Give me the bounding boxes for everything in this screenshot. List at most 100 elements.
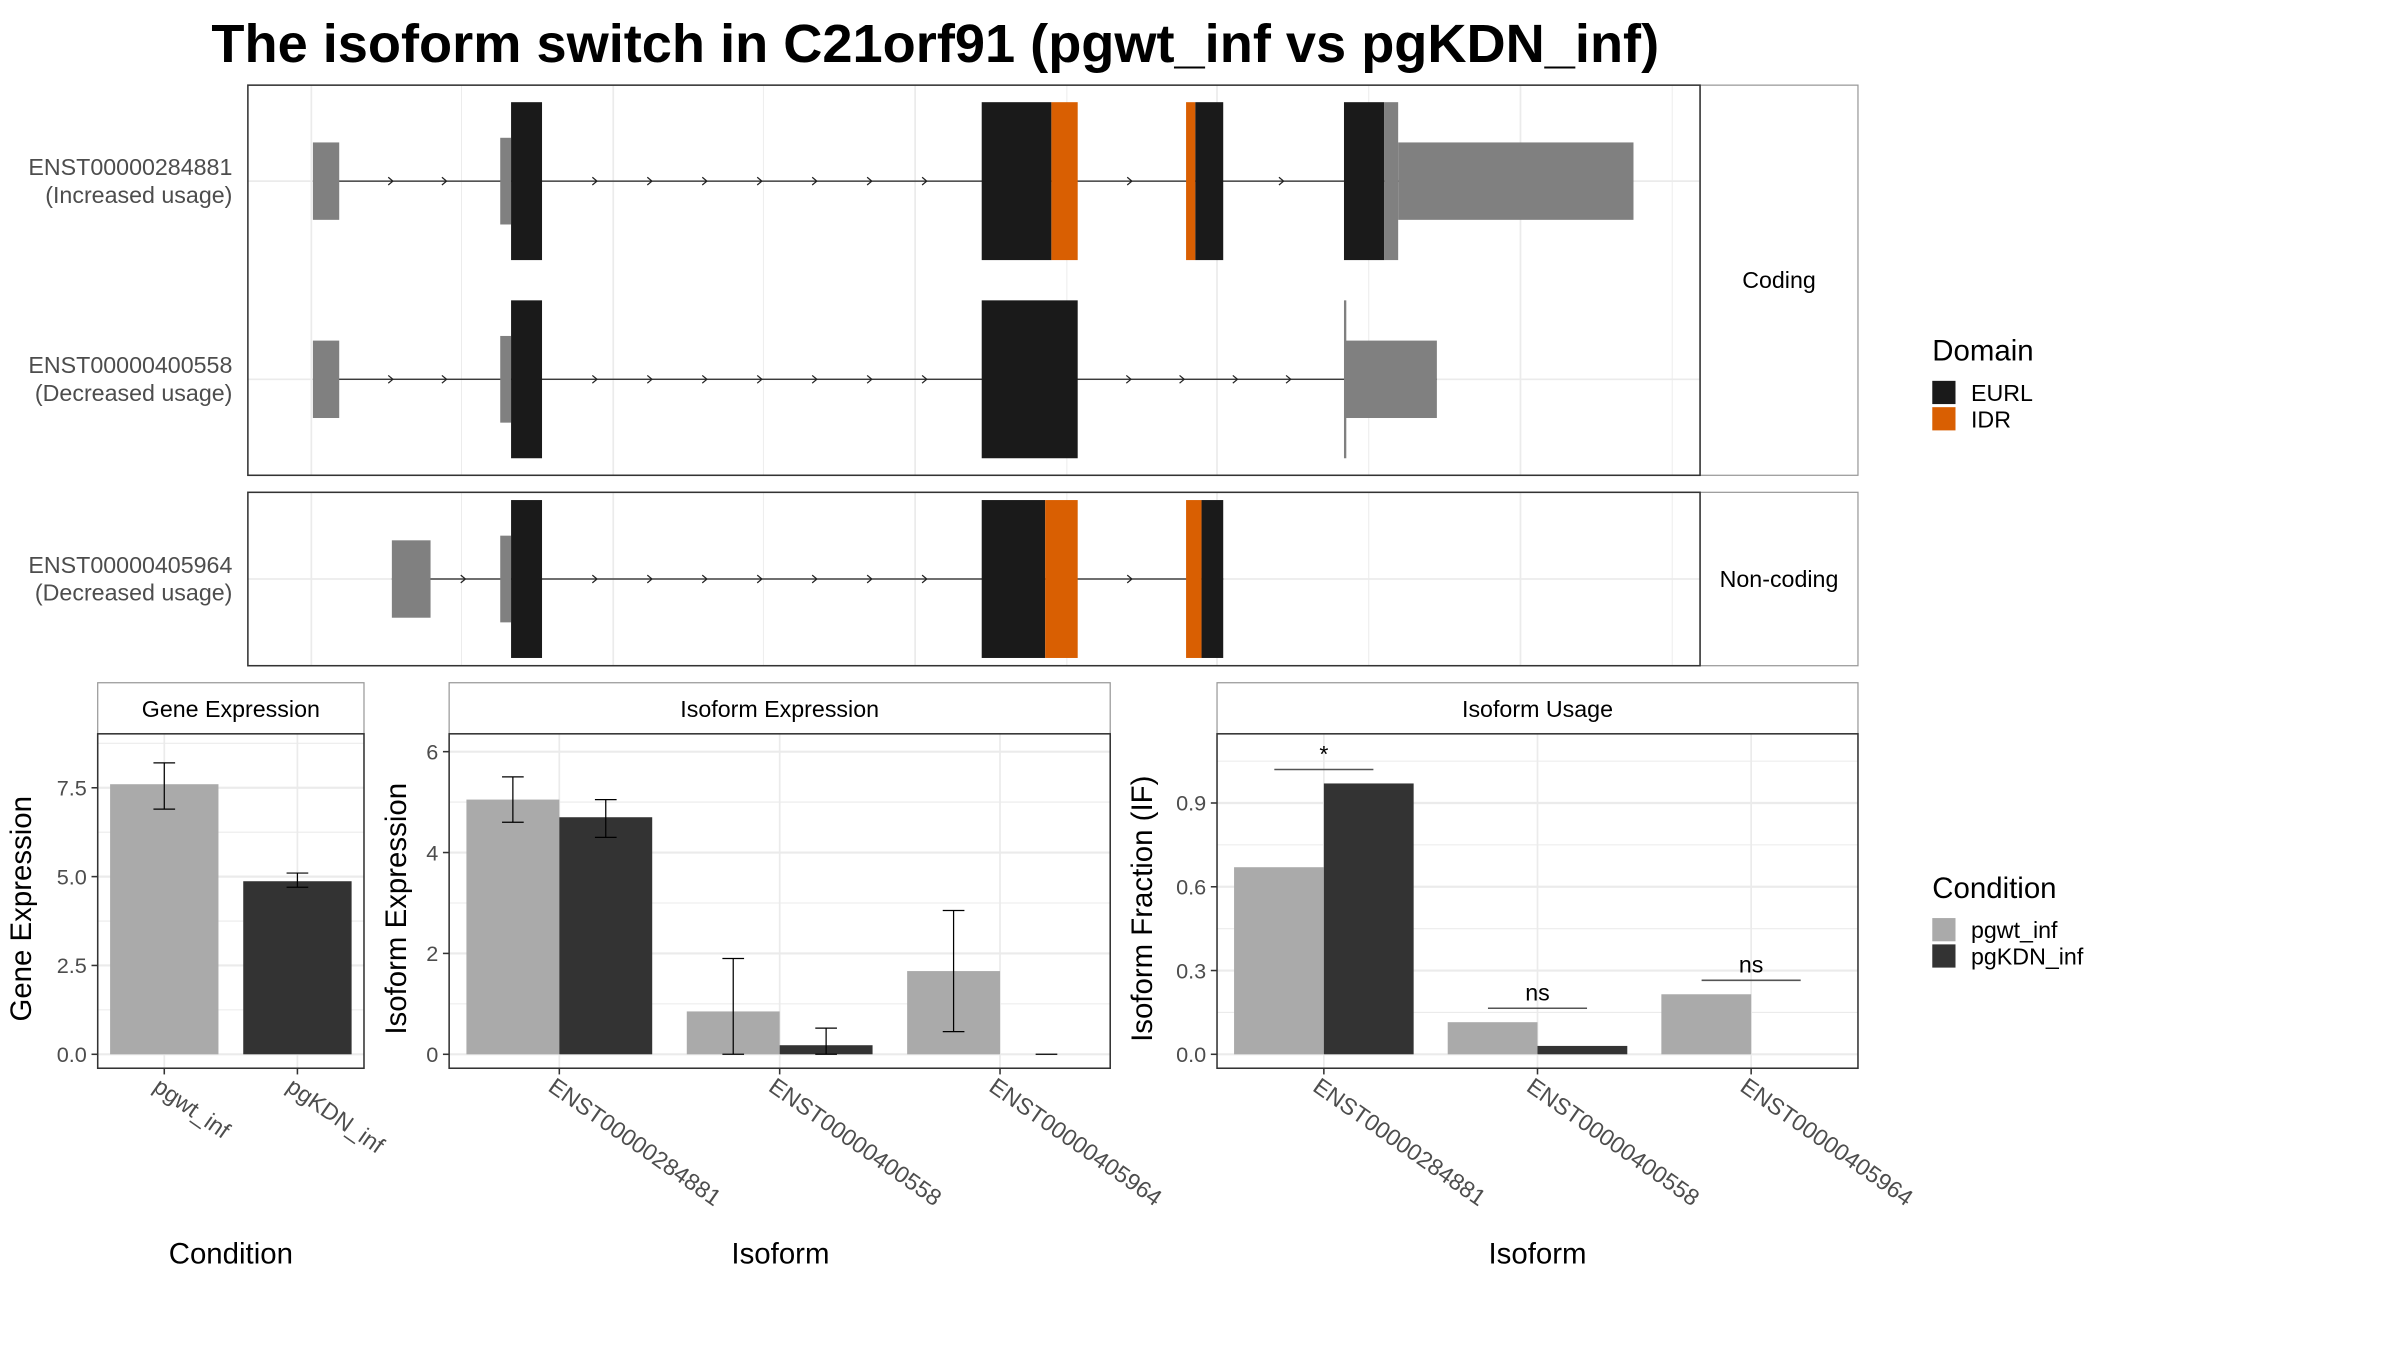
error-bar: [815, 1027, 837, 1055]
arrow-icon: [387, 176, 394, 186]
bar: [1447, 1022, 1538, 1055]
arrow-icon: [701, 574, 708, 584]
transcript-track: ENST00000284881(Increased usage): [28, 102, 1634, 261]
arrow-icon: [646, 374, 653, 384]
exon-utr: [500, 535, 512, 623]
exon-eurl: [981, 300, 1078, 459]
bar: [1323, 783, 1414, 1055]
transcript-id: ENST00000284881: [28, 154, 232, 180]
legend-key-pgkdn_inf: [1932, 944, 1956, 968]
panel-strip: [1216, 682, 1859, 735]
panel-border: [247, 491, 1701, 667]
error-bar: [286, 872, 309, 888]
panel-border: [96, 733, 365, 1070]
exon-eurl: [511, 102, 543, 261]
y-tick-label: 6: [426, 739, 438, 764]
arrow-icon: [921, 574, 928, 584]
arrow-icon: [591, 176, 598, 186]
exon-eurl: [511, 500, 543, 658]
legend-label: pgKDN_inf: [1971, 944, 2084, 970]
arrow-icon: [756, 374, 763, 384]
bar: [110, 784, 219, 1055]
exon-cds: [1343, 300, 1347, 459]
error-bar: [153, 762, 176, 810]
y-tick-label: 0: [426, 1042, 438, 1067]
transcript-track: ENST00000400558(Decreased usage): [28, 300, 1437, 459]
y-tick-label: 2: [426, 941, 438, 966]
arrow-icon: [866, 574, 873, 584]
y-tick-label: 0.3: [1176, 958, 1206, 983]
legend-title-domain: Domain: [1932, 335, 2033, 368]
legend-key-eurl: [1932, 380, 1956, 405]
exon-utr: [312, 340, 340, 419]
legend-label: IDR: [1971, 406, 2011, 432]
exon-idr: [1045, 500, 1078, 658]
panel-title: Isoform Expression: [680, 696, 879, 722]
legend-key-pgwt_inf: [1932, 918, 1956, 942]
x-axis-title: Condition: [169, 1237, 293, 1270]
x-axis-title: Isoform: [1488, 1237, 1586, 1270]
arrow-icon: [646, 574, 653, 584]
y-tick-label: 0.0: [57, 1042, 87, 1067]
exon-idr: [1186, 500, 1202, 658]
arrow-icon: [921, 176, 928, 186]
panel-border: [1216, 733, 1859, 1070]
exon-utr: [1398, 142, 1634, 220]
transcript-usage-note: (Decreased usage): [35, 580, 232, 606]
transcript-usage-note: (Decreased usage): [35, 380, 232, 406]
arrow-icon: [591, 374, 598, 384]
arrow-icon: [1285, 374, 1292, 384]
facet-label: Coding: [1742, 267, 1816, 293]
facet-strip: [1699, 84, 1859, 476]
transcript-id: ENST00000400558: [28, 352, 232, 378]
arrow-icon: [1126, 574, 1133, 584]
arrow-icon: [921, 374, 928, 384]
error-bar: [594, 798, 617, 839]
arrow-icon: [866, 374, 873, 384]
y-axis-title: Isoform Expression: [380, 783, 413, 1035]
exon-cds: [1384, 102, 1399, 261]
exon-eurl: [1195, 102, 1224, 261]
error-bar: [722, 957, 745, 1055]
facet-strip: [1699, 491, 1859, 667]
exon-eurl: [511, 300, 543, 459]
transcript-usage-note: (Increased usage): [45, 182, 232, 208]
y-tick-label: 5.0: [57, 864, 87, 889]
y-tick-label: 2.5: [57, 953, 87, 978]
exon-utr: [1345, 340, 1437, 419]
y-tick-label: 0.9: [1176, 791, 1206, 816]
significance-label: ns: [1739, 952, 1764, 978]
legend-label: pgwt_inf: [1971, 917, 2058, 943]
arrow-icon: [1126, 176, 1133, 186]
arrow-icon: [646, 176, 653, 186]
arrow-icon: [701, 374, 708, 384]
y-tick-label: 0.0: [1176, 1042, 1206, 1067]
transcript-id: ENST00000405964: [28, 552, 232, 578]
bar: [559, 817, 653, 1055]
x-axis-title: Isoform: [731, 1237, 829, 1270]
bar: [1234, 867, 1324, 1055]
exon-eurl: [1343, 102, 1385, 261]
legend-key-idr: [1932, 407, 1956, 431]
panel-title: Isoform Usage: [1462, 696, 1613, 722]
transcript-track: ENST00000405964(Decreased usage): [28, 500, 1224, 658]
error-bar: [942, 909, 965, 1033]
significance-label: ns: [1525, 979, 1550, 1005]
panel-strip: [448, 682, 1111, 735]
exon-utr: [312, 142, 340, 220]
exon-utr: [500, 137, 512, 225]
arrow-icon: [756, 176, 763, 186]
exon-idr: [1186, 102, 1196, 261]
bar: [466, 799, 560, 1055]
arrow-icon: [756, 574, 763, 584]
arrow-icon: [460, 574, 467, 584]
panel-title: Gene Expression: [142, 696, 320, 722]
arrow-icon: [701, 176, 708, 186]
significance-label: *: [1319, 741, 1328, 767]
exon-eurl: [1201, 500, 1224, 658]
exon-utr: [500, 335, 512, 423]
panel-border: [448, 733, 1111, 1070]
arrow-icon: [1232, 374, 1239, 384]
